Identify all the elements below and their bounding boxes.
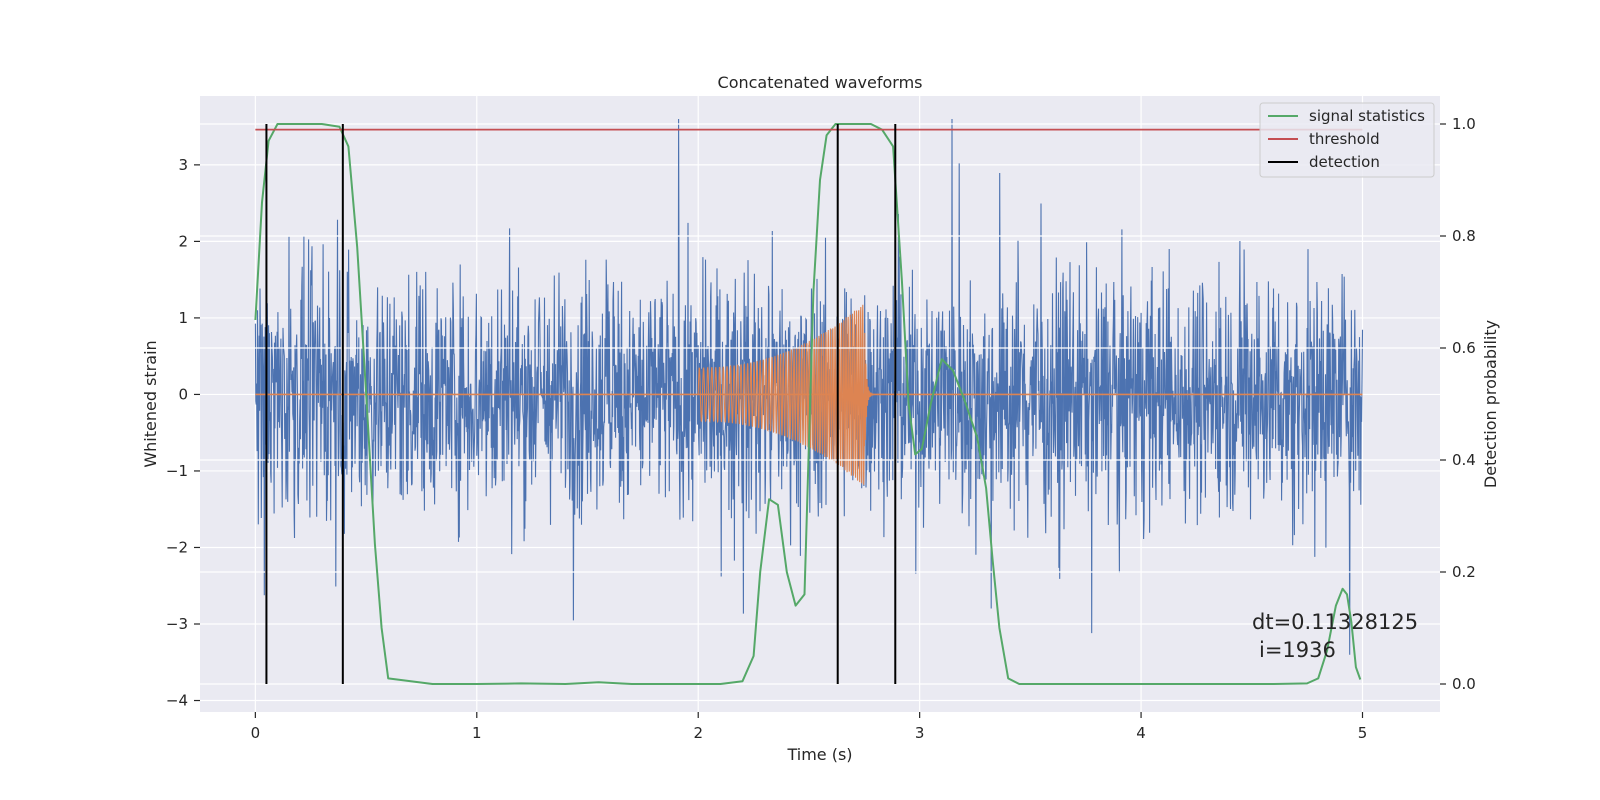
legend-box [1259,102,1435,178]
legend: signal statistics threshold detection [1259,102,1435,178]
y-tick-label: −1 [166,462,188,480]
annotation-i: i=1936 [1259,638,1336,662]
legend-label-signal-statistics: signal statistics [1309,107,1425,125]
x-axis: 0 1 2 3 4 5 [251,712,1368,742]
y-axis-right: 0.0 0.2 0.4 0.6 0.8 1.0 [1440,115,1476,693]
y-tick-label: 2 [178,232,188,250]
x-tick-label: 3 [915,724,925,742]
legend-label-detection: detection [1309,153,1380,171]
x-tick-label: 5 [1358,724,1368,742]
y-axis-label: Whitened strain [141,340,160,467]
y-axis-left: −4 −3 −2 −1 0 1 2 3 [166,156,200,710]
y2-tick-label: 0.0 [1452,675,1476,693]
x-axis-label: Time (s) [786,745,852,764]
x-tick-label: 0 [251,724,261,742]
y2-tick-label: 0.2 [1452,563,1476,581]
injection-chirp [697,304,874,485]
y-tick-label: 0 [178,385,188,403]
annotation-dt: dt=0.11328125 [1252,610,1418,634]
y2-tick-label: 1.0 [1452,115,1476,133]
right-grid [200,123,1440,685]
y2-tick-label: 0.6 [1452,339,1476,357]
x-tick-label: 1 [472,724,482,742]
signal-statistics-series [254,123,1362,685]
y2-tick-label: 0.8 [1452,227,1476,245]
y2-tick-label: 0.4 [1452,451,1476,469]
x-tick-label: 2 [693,724,703,742]
y-tick-label: 1 [178,309,188,327]
injection-series [255,304,1363,485]
signal-statistics-line [254,123,1362,685]
y-tick-label: −2 [166,538,188,556]
detection-series [265,124,897,684]
y2-axis-label: Detection probability [1481,320,1500,488]
y-tick-label: −4 [166,692,188,710]
x-tick-label: 4 [1136,724,1146,742]
chart-title: Concatenated waveforms [718,73,923,92]
legend-label-threshold: threshold [1309,130,1380,148]
y-tick-label: 3 [178,156,188,174]
y-tick-label: −3 [166,615,188,633]
